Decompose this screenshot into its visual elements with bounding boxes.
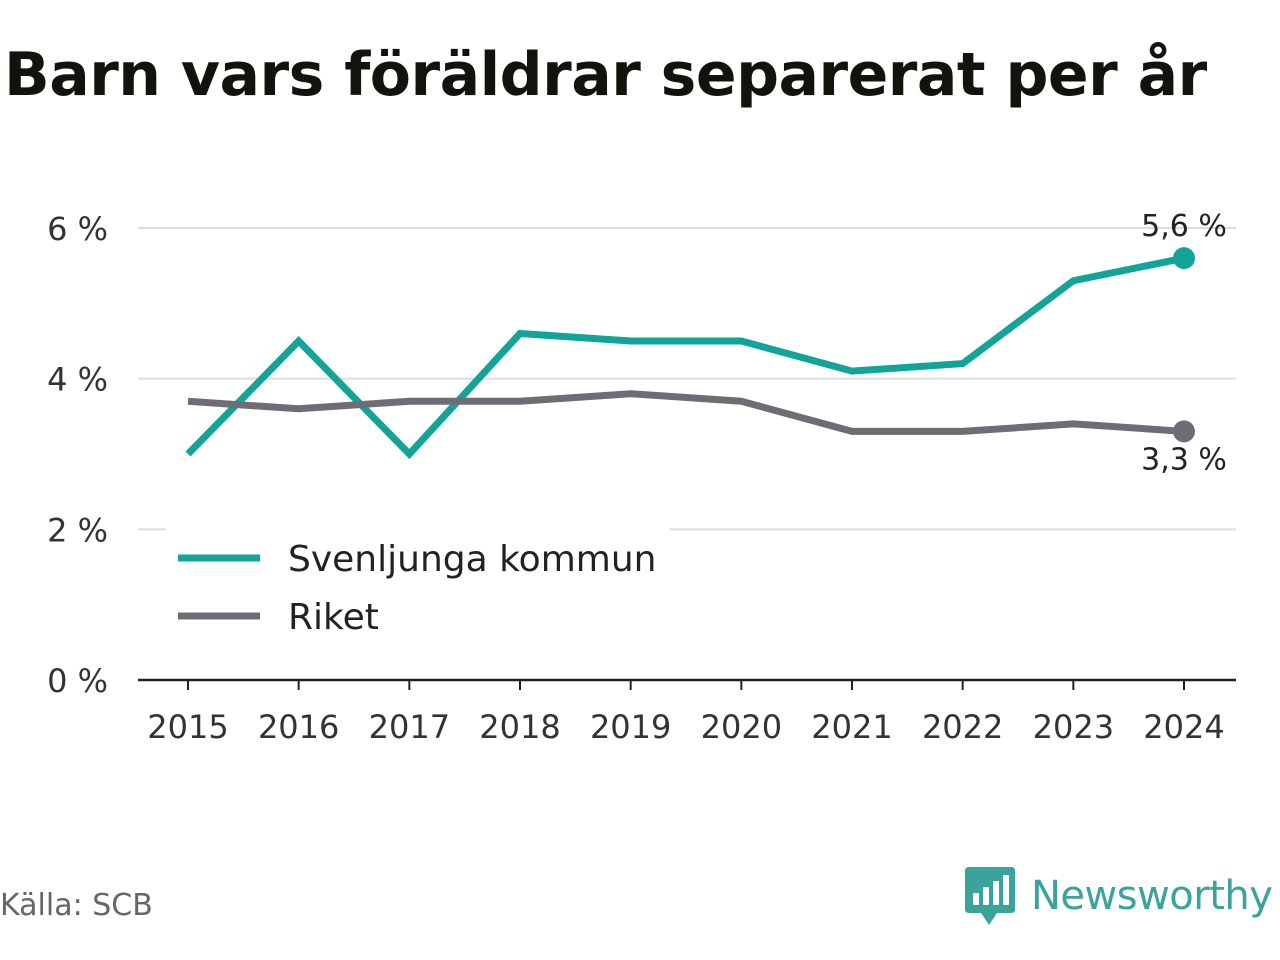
end-point-marker: [1173, 247, 1195, 270]
legend-label: Svenljunga kommun: [288, 539, 656, 580]
legend: Svenljunga kommun Riket: [166, 520, 670, 648]
x-tick-label: 2018: [479, 708, 560, 746]
brand-name: Newsworthy: [1031, 873, 1273, 919]
legend-label: Riket: [288, 597, 379, 638]
end-point-marker: [1173, 420, 1195, 443]
end-labels: 5,6 % 3,3 %: [1141, 209, 1227, 477]
chart-title: Barn vars föräldrar separerat per år: [4, 40, 1207, 110]
end-value-label: 5,6 %: [1141, 209, 1227, 244]
y-tick-label: 6 %: [47, 210, 108, 248]
axes: 0 % 2 % 4 % 6 % 2015 2016 2017 2018 2019 2020 2021…: [47, 210, 1236, 746]
x-tick-label: 2017: [369, 708, 450, 746]
gridlines: [138, 227, 1236, 531]
x-tick-label: 2016: [258, 708, 339, 746]
brand: Newsworthy: [965, 866, 1273, 926]
x-tick-label: 2015: [147, 708, 228, 746]
series-lines: [185, 247, 1195, 460]
y-tick-label: 4 %: [47, 361, 108, 399]
y-tick-label: 0 %: [47, 662, 108, 700]
x-tick-label: 2021: [811, 708, 892, 746]
newsworthy-logo-icon: [965, 867, 1015, 925]
source-note: Källa: SCB: [0, 888, 153, 923]
x-tick-label: 2022: [922, 708, 1003, 746]
series-line: [185, 254, 1185, 460]
legend-background: [166, 520, 670, 648]
line-chart: 0 % 2 % 4 % 6 % 2015 2016 2017 2018 2019 2020 2021…: [47, 209, 1236, 746]
x-tick-label: 2019: [590, 708, 671, 746]
x-tick-label: 2024: [1143, 708, 1224, 746]
end-value-label: 3,3 %: [1141, 442, 1227, 477]
series-line: [187, 390, 1185, 435]
y-tick-label: 2 %: [47, 511, 108, 549]
x-tick-label: 2020: [701, 708, 782, 746]
x-tick-label: 2023: [1033, 708, 1114, 746]
